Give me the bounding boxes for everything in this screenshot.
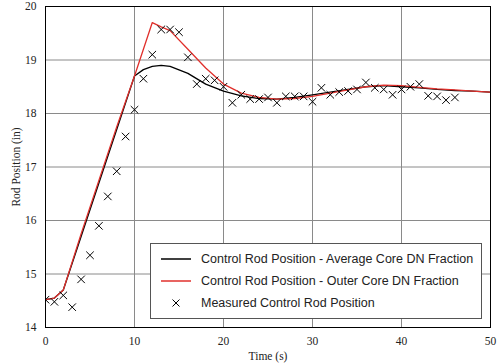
html-text:Control Rod Position - Average: Control Rod Position - Average Core DN F…	[201, 252, 474, 266]
svg-text:0: 0	[43, 335, 49, 347]
svg-text:Time (s): Time (s)	[249, 350, 288, 363]
html-text:Measured Control Rod Position: Measured Control Rod Position	[201, 296, 375, 310]
svg-text:20: 20	[25, 0, 37, 12]
svg-text:16: 16	[25, 214, 37, 226]
svg-text:10: 10	[129, 335, 141, 347]
svg-text:19: 19	[25, 54, 37, 66]
svg-text:20: 20	[218, 335, 230, 347]
svg-text:18: 18	[25, 107, 37, 119]
svg-text:30: 30	[307, 335, 319, 347]
svg-text:50: 50	[485, 335, 497, 347]
svg-text:15: 15	[25, 268, 37, 280]
svg-text:40: 40	[396, 335, 408, 347]
svg-text:Rod Position (in): Rod Position (in)	[10, 127, 23, 206]
html-text:Control Rod Position - Outer C: Control Rod Position - Outer Core DN Fra…	[201, 274, 459, 288]
svg-text:14: 14	[25, 321, 37, 333]
svg-text:17: 17	[25, 161, 37, 173]
